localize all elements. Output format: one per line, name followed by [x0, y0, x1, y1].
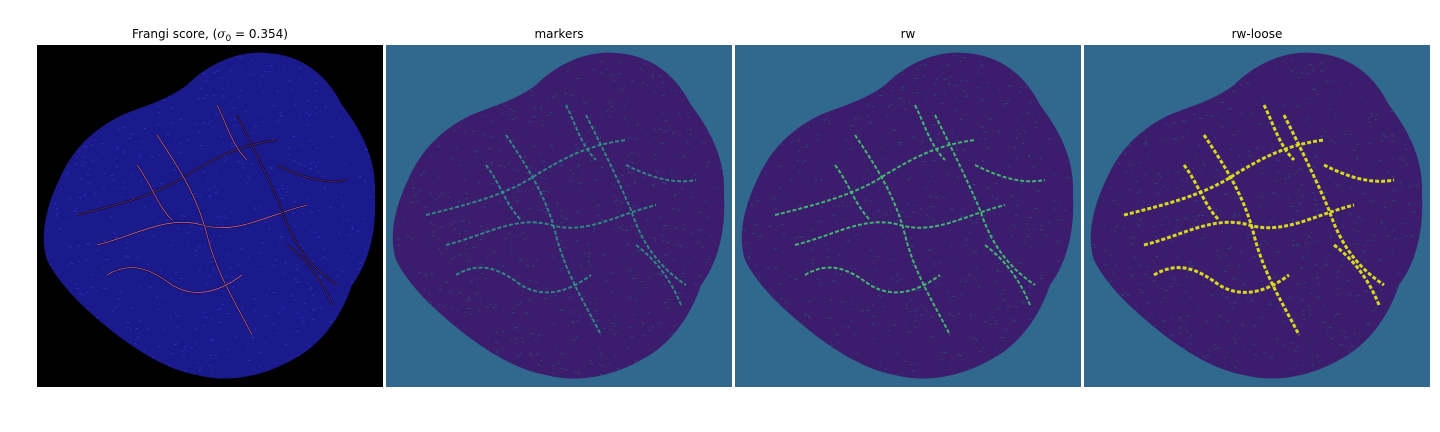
frangi-vessel-highlight [286, 244, 333, 306]
rw-tissue [741, 52, 1074, 379]
rw_loose-vessel [1282, 114, 1385, 287]
markers-vessel [635, 244, 682, 306]
rw_loose-vessel [1262, 104, 1296, 162]
panel-rw-loose [1084, 45, 1430, 387]
sigma-subscript: 0 [225, 34, 232, 44]
frangi-vessel-highlight [96, 204, 308, 246]
markers-svg [386, 45, 732, 387]
rw_loose-vessel [1182, 164, 1221, 222]
rw_loose-vessel [1123, 138, 1325, 217]
panel-title-rw-loose: rw-loose [1231, 27, 1283, 41]
frangi-vessel-highlight [106, 267, 243, 293]
rw-vessel [984, 244, 1031, 306]
markers-texture [392, 52, 725, 379]
rw_loose-vessel [1323, 163, 1395, 183]
frangi-score-image [37, 45, 383, 387]
panel-rw [735, 45, 1081, 387]
markers-vessel [445, 204, 657, 246]
rw_loose-tissue [1090, 52, 1423, 379]
markers-vessel [425, 139, 627, 216]
frangi-tissue [43, 52, 376, 379]
rw-vessel [794, 204, 1006, 246]
panel-title-rw: rw [900, 27, 916, 41]
frangi-vessel-highlight [136, 164, 173, 221]
rw-vessel [854, 134, 951, 336]
markers-vessel [625, 164, 697, 183]
markers-tissue [392, 52, 725, 379]
frangi-title-prefix: Frangi score, ( [132, 27, 218, 41]
frangi-title-value: = 0.354) [231, 27, 288, 41]
markers-vessel [565, 104, 597, 161]
rw-vessel [914, 104, 946, 161]
rw-image [735, 45, 1081, 387]
panel-title-markers: markers [534, 27, 584, 41]
rw_loose-svg [1084, 45, 1430, 387]
frangi-vessel [236, 114, 338, 286]
frangi-vessel [76, 139, 278, 216]
rw-vessel [774, 139, 976, 216]
rw-vessel [834, 164, 871, 221]
rw-vessel [934, 114, 1036, 286]
rw_loose-vessel [1333, 243, 1381, 306]
frangi-vessel [276, 164, 348, 183]
markers-image [386, 45, 732, 387]
frangi-vessel-highlight [276, 164, 348, 182]
frangi-vessel-highlight [76, 139, 278, 216]
rw-loose-image [1084, 45, 1430, 387]
panel-frangi [37, 45, 383, 387]
rw-svg [735, 45, 1081, 387]
frangi-vessel-highlight [156, 134, 253, 336]
sigma-symbol: σ [217, 27, 226, 41]
frangi-vessel-highlight [236, 114, 338, 286]
panel-title-frangi: Frangi score, (σ0 = 0.354) [37, 26, 383, 47]
markers-vessel [485, 164, 522, 221]
markers-vessel [505, 134, 602, 336]
frangi-vessel-highlight [216, 104, 248, 161]
markers-vessel [585, 114, 687, 286]
panel-markers [386, 45, 732, 387]
frangi-vessel [286, 244, 333, 306]
rw-vessel [974, 164, 1046, 183]
rw_loose-vessel [1143, 203, 1355, 247]
rw_loose-vessel [1202, 134, 1301, 336]
frangi-svg [37, 45, 383, 387]
